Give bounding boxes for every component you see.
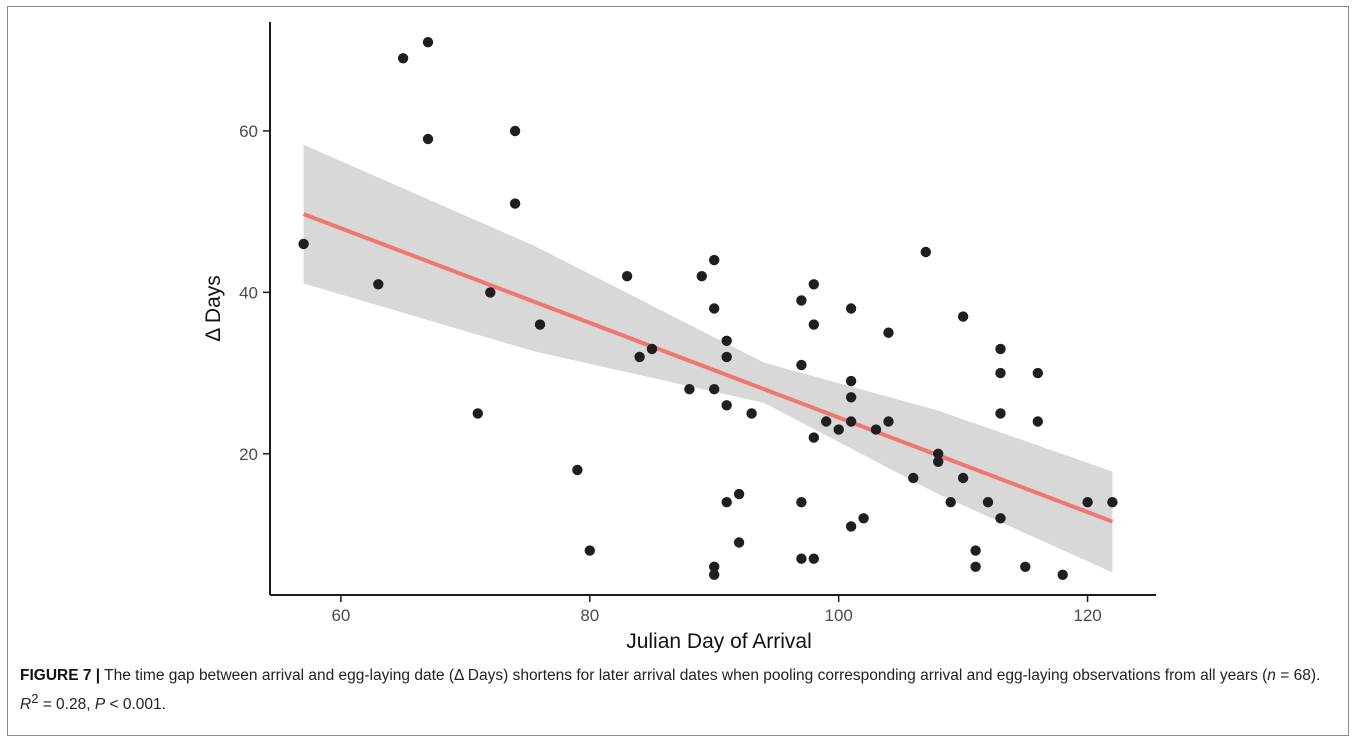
data-point xyxy=(808,432,819,443)
scatter-chart: 60 80 100 120 20 40 60 Julian Day of Arrival Δ D… xyxy=(202,22,1156,653)
data-point xyxy=(621,271,633,282)
figure-frame xyxy=(7,6,1349,736)
data-point xyxy=(534,319,546,330)
y-tick-label: 20 xyxy=(239,445,258,464)
data-point xyxy=(709,303,720,314)
data-point xyxy=(709,254,720,266)
caption-n-value: = 68). xyxy=(1275,667,1321,684)
data-point xyxy=(796,359,807,371)
caption-text: The time gap between arrival and egg-lay… xyxy=(100,667,1268,684)
data-point xyxy=(995,408,1006,419)
data-point xyxy=(883,416,894,427)
data-point xyxy=(970,545,981,556)
data-point xyxy=(957,472,969,484)
data-point xyxy=(709,561,720,572)
data-point xyxy=(298,238,309,250)
data-point xyxy=(733,488,745,500)
data-point xyxy=(397,53,409,64)
data-point xyxy=(858,513,869,524)
data-point xyxy=(572,464,583,476)
data-point xyxy=(933,456,944,467)
caption-p-value: < 0.001. xyxy=(105,696,166,714)
regression-line xyxy=(302,212,1114,524)
figure-caption: FIGURE 7 | The time gap between arrival … xyxy=(20,664,1340,716)
x-axis-title: Julian Day of Arrival xyxy=(626,630,812,653)
data-point xyxy=(1082,497,1093,508)
data-point xyxy=(796,295,807,306)
fit-line-layer xyxy=(302,212,1114,524)
data-point xyxy=(870,424,882,435)
data-point xyxy=(373,279,384,290)
data-point xyxy=(808,279,819,290)
data-point xyxy=(746,408,757,419)
data-point xyxy=(422,37,434,48)
data-point xyxy=(796,497,807,508)
data-point xyxy=(833,424,844,435)
confidence-band xyxy=(303,144,1113,573)
data-point xyxy=(721,497,732,508)
data-point xyxy=(845,375,857,387)
data-point xyxy=(733,537,745,548)
points-layer xyxy=(298,37,1118,580)
data-point xyxy=(485,287,496,298)
data-point xyxy=(709,384,720,395)
data-point xyxy=(845,521,857,532)
data-point xyxy=(845,392,857,403)
x-tick-label: 80 xyxy=(580,606,599,625)
data-point xyxy=(945,497,956,508)
x-tick-label: 100 xyxy=(824,606,852,625)
data-point xyxy=(796,553,807,564)
data-point xyxy=(908,472,919,484)
data-point xyxy=(1107,497,1118,508)
data-point xyxy=(1032,367,1044,379)
data-point xyxy=(684,384,695,395)
data-point xyxy=(883,327,894,338)
data-point xyxy=(995,367,1006,379)
y-tick-label: 60 xyxy=(239,122,258,141)
data-point xyxy=(957,311,969,322)
data-point xyxy=(933,448,944,459)
data-point xyxy=(509,125,521,137)
data-point xyxy=(634,351,645,363)
data-point xyxy=(509,198,521,209)
data-point xyxy=(1032,416,1044,427)
data-point xyxy=(808,319,819,330)
data-point xyxy=(845,303,857,314)
data-point xyxy=(1057,569,1068,580)
y-tick-label: 40 xyxy=(239,283,258,302)
caption-r-sup: 2 xyxy=(31,691,39,706)
x-tick-label: 60 xyxy=(331,606,350,625)
caption-p-var: P xyxy=(94,696,106,714)
x-tick-label: 120 xyxy=(1073,606,1101,625)
data-point xyxy=(970,561,981,572)
y-axis-title: Δ Days xyxy=(202,275,225,342)
data-point xyxy=(808,553,819,564)
data-point xyxy=(721,400,732,411)
data-point xyxy=(995,513,1006,524)
data-point xyxy=(920,246,931,258)
data-point xyxy=(982,497,994,508)
data-point xyxy=(845,416,857,427)
data-point xyxy=(709,569,720,580)
data-point xyxy=(584,545,595,556)
data-point xyxy=(721,335,732,346)
caption-r-var: R xyxy=(20,696,32,714)
data-point xyxy=(696,271,707,282)
data-point xyxy=(1020,561,1031,572)
caption-r-value: = 0.28, xyxy=(38,696,95,714)
data-point xyxy=(821,416,832,427)
caption-label: FIGURE 7 | xyxy=(20,667,101,684)
confidence-band-layer xyxy=(303,144,1113,573)
data-point xyxy=(646,343,658,355)
data-point xyxy=(422,133,434,145)
axes-layer: 60 80 100 120 20 40 60 Julian Day of Arrival Δ D… xyxy=(202,22,1156,653)
caption-n-var: n xyxy=(1267,667,1276,684)
data-point xyxy=(472,408,483,419)
data-point xyxy=(995,343,1006,355)
data-point xyxy=(721,351,732,363)
